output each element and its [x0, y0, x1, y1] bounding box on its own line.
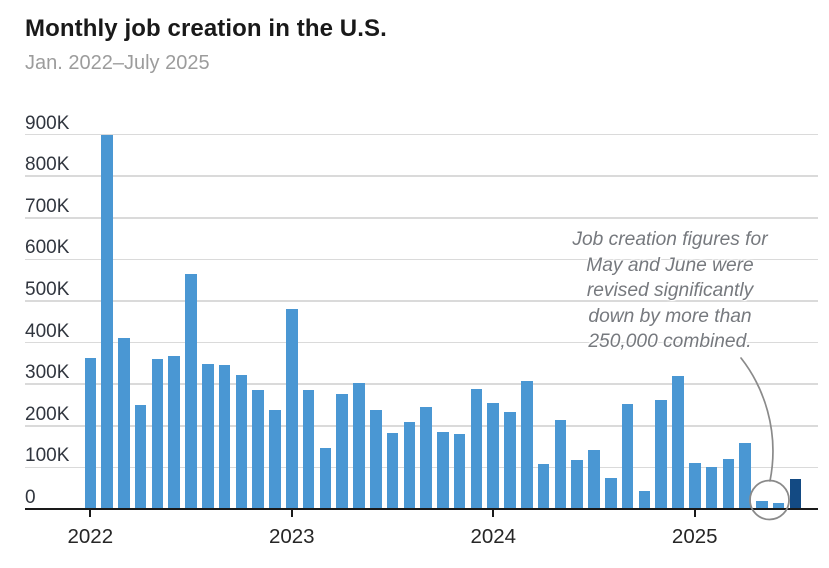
bar-nov-2024	[655, 400, 667, 509]
bar-may-2022	[151, 358, 164, 509]
y-tick-label: 300K	[25, 362, 70, 384]
annotation-line: Job creation figures for	[572, 229, 768, 250]
bar-jul-2023	[386, 432, 399, 509]
bar-jan-2025	[688, 462, 701, 509]
y-tick-label: 400K	[25, 320, 70, 342]
bar-jan-2024	[487, 403, 500, 509]
bar-oct-2022	[235, 374, 248, 509]
bar-mar-2022	[118, 338, 130, 509]
bar-may-2024	[554, 419, 567, 509]
bar-may-2023	[353, 382, 365, 509]
bar-feb-2023	[302, 390, 315, 509]
bar-jul-2024	[588, 449, 600, 509]
annotation-line: 250,000 combined.	[588, 331, 752, 353]
y-gridline	[25, 175, 818, 177]
bar-sep-2023	[420, 406, 432, 509]
annotation-line: revised significantly	[586, 280, 754, 302]
bar-apr-2023	[336, 394, 348, 509]
bar-jun-2024	[571, 460, 583, 509]
bar-dec-2022	[269, 410, 281, 509]
bar-apr-2024	[537, 464, 550, 509]
x-tick-label: 2023	[268, 525, 315, 548]
y-gridline	[25, 217, 818, 219]
bar-nov-2023	[453, 434, 466, 509]
y-tick-label: 0	[25, 487, 36, 508]
bar-oct-2024	[638, 490, 651, 509]
y-gridline	[25, 258, 818, 261]
bar-jun-2023	[369, 409, 382, 509]
x-tick-label: 2024	[470, 525, 517, 548]
bar-oct-2023	[437, 431, 449, 509]
x-tick-label: 2025	[671, 525, 718, 548]
y-tick-label: 100K	[25, 445, 70, 467]
annotation-text: Job creation figures for May and June wer…	[550, 227, 790, 355]
y-tick-label: 900K	[25, 112, 70, 134]
bar-jul-2022	[185, 273, 197, 509]
bar-sep-2022	[218, 364, 231, 509]
y-tick-label: 500K	[25, 279, 70, 300]
bar-apr-2022	[134, 404, 147, 509]
x-axis-tick	[492, 510, 495, 517]
bar-aug-2022	[202, 363, 214, 509]
bar-dec-2023	[470, 389, 483, 509]
x-axis-tick	[290, 510, 293, 517]
y-tick-label: 800K	[25, 154, 70, 176]
bar-aug-2024	[604, 477, 617, 509]
bar-mar-2025	[722, 459, 735, 509]
bar-mar-2023	[319, 448, 332, 509]
bar-mar-2024	[521, 380, 533, 509]
bar-jan-2023	[285, 309, 298, 509]
bar-sep-2024	[621, 403, 634, 509]
x-tick-label: 2022	[67, 525, 114, 548]
chart-subtitle: Jan. 2022–July 2025	[25, 52, 210, 74]
bar-feb-2025	[705, 466, 718, 509]
y-gridline	[25, 341, 818, 344]
bar-feb-2022	[101, 134, 113, 509]
bar-jan-2022	[84, 357, 97, 509]
bar-nov-2022	[252, 389, 264, 509]
y-tick-label: 200K	[25, 403, 70, 425]
x-axis-tick	[693, 510, 696, 517]
bar-apr-2025	[739, 443, 751, 509]
annotation-line: down by more than	[588, 305, 752, 327]
x-axis-line	[25, 508, 818, 510]
y-tick-label: 700K	[25, 195, 70, 217]
chart-title: Monthly job creation in the U.S.	[25, 15, 387, 42]
annotation-line: May and June were	[586, 254, 754, 276]
bar-dec-2024	[672, 376, 684, 509]
y-tick-label: 600K	[25, 237, 70, 259]
bar-jul-2025	[789, 478, 802, 509]
x-axis-tick	[89, 510, 92, 517]
y-gridline	[25, 383, 818, 385]
y-gridline	[25, 300, 818, 302]
y-gridline	[25, 133, 818, 136]
bar-aug-2023	[403, 421, 416, 509]
bar-jun-2022	[168, 355, 181, 509]
bar-feb-2024	[504, 411, 516, 509]
